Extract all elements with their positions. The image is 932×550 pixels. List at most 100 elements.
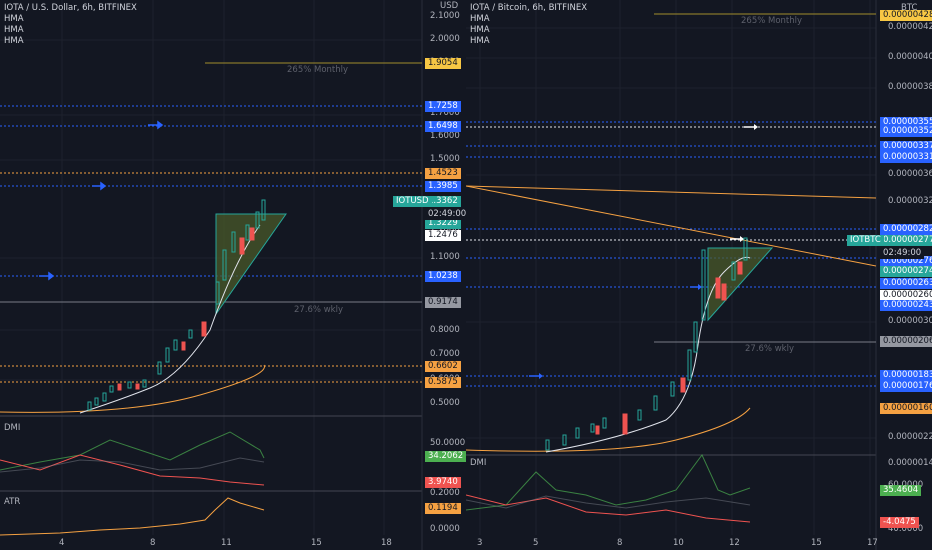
arrows xyxy=(529,124,758,379)
price-tag: 1.4523 xyxy=(425,168,461,179)
dmi-minus xyxy=(466,494,751,523)
atr-line xyxy=(0,497,265,536)
grid xyxy=(0,0,422,535)
price-tick-label: 0.0000042000 xyxy=(888,22,932,32)
usd-header: IOTA / U.S. Dollar, 6h, BITFINEX HMA HMA… xyxy=(4,3,137,47)
btc-chart-canvas xyxy=(466,0,877,550)
price-tick-label: 0.5000 xyxy=(430,398,460,408)
price-tag: 1.6498 xyxy=(425,121,461,132)
price-tick-label: 2.1000 xyxy=(430,11,460,21)
countdown: 02:49:00 xyxy=(880,248,925,259)
price-tag: 0.6602 xyxy=(425,361,461,372)
time-tick-label: 10 xyxy=(673,538,684,548)
price-tag: 0.0000026346 xyxy=(880,278,932,289)
price-tag: 1.7258 xyxy=(425,101,461,112)
price-tag: 0.0000016056 xyxy=(880,403,932,414)
candles xyxy=(545,237,748,451)
btc-title: IOTA / Bitcoin, 6h, BITFINEX xyxy=(470,3,588,13)
price-tick-label: 0.2000 xyxy=(430,488,460,498)
price-tag: -4.0475 xyxy=(880,517,919,528)
rising-wedge xyxy=(707,247,774,322)
currency-label: USD xyxy=(440,1,459,11)
price-tag: 0.0000035270 xyxy=(880,126,932,137)
price-tag: 0.5875 xyxy=(425,377,461,388)
price-tag: 1.3985 xyxy=(425,181,461,192)
weekly-note: 27.6% wkly xyxy=(745,344,794,354)
price-tick-label: 0.7000 xyxy=(430,349,460,359)
countdown: 02:49:00 xyxy=(425,209,470,220)
price-tick-label: 0.0000030000 xyxy=(888,316,932,326)
time-tick-label: 12 xyxy=(729,538,740,548)
price-tag: 0.0000035512 xyxy=(880,117,932,128)
orange-trendline-1 xyxy=(466,185,877,199)
hma-label-2: HMA xyxy=(4,25,24,35)
btc-header: IOTA / Bitcoin, 6h, BITFINEX HMA HMA HMA xyxy=(470,3,587,47)
price-tick-label: 50.0000 xyxy=(430,438,466,448)
dmi-label: DMI xyxy=(470,458,487,468)
time-tick-label: 15 xyxy=(811,538,822,548)
time-tick-label: 5 xyxy=(533,538,539,548)
dmi-plus xyxy=(466,454,751,511)
price-tick-label: 0.8000 xyxy=(430,325,460,335)
adx-line xyxy=(466,495,751,509)
hma-label-3: HMA xyxy=(4,36,24,46)
price-tag: 35.4604 xyxy=(880,485,922,496)
blue-arrows xyxy=(39,120,164,281)
hma-label-2: HMA xyxy=(470,25,490,35)
candles xyxy=(87,199,266,411)
price-tag: 0.9174 xyxy=(425,297,461,308)
price-tag: 0.1194 xyxy=(425,503,461,514)
price-tick-label: 40.0000 xyxy=(888,524,924,534)
time-tick-label: 17 xyxy=(867,538,878,548)
price-tag: 0.0000024320 xyxy=(880,300,932,311)
price-tick-label: 0.0000014000 xyxy=(888,458,932,468)
weekly-note: 27.6% wkly xyxy=(294,305,343,315)
price-tag: 1.3362 xyxy=(425,196,461,207)
monthly-note: 265% Monthly xyxy=(287,65,349,75)
price-tick-label: 0.0000036000 xyxy=(888,169,932,179)
price-tick-label: 0.0000038000 xyxy=(888,82,932,92)
price-tag: 1.9054 xyxy=(425,58,461,69)
price-tag: 0.0000042824 xyxy=(880,10,932,21)
orange-ma xyxy=(0,364,265,413)
time-tick-label: 11 xyxy=(221,538,232,548)
price-tag: 0.0000033780 xyxy=(880,141,932,152)
btc-chart-pane[interactable]: IOTA / Bitcoin, 6h, BITFINEX HMA HMA HMA… xyxy=(466,0,932,550)
price-tick-label: 0.0000022000 xyxy=(888,432,932,442)
grid xyxy=(466,0,876,535)
dmi-label: DMI xyxy=(4,423,21,433)
price-tag: 1.0238 xyxy=(425,271,461,282)
time-tick-label: 3 xyxy=(477,538,483,548)
currency-label: BTC xyxy=(901,3,918,13)
time-tick-label: 8 xyxy=(617,538,623,548)
dmi-minus xyxy=(0,454,265,486)
time-tick-label: 4 xyxy=(59,538,65,548)
hma-line xyxy=(545,256,751,453)
time-tick-label: 8 xyxy=(150,538,156,548)
time-tick-label: 18 xyxy=(381,538,392,548)
price-tag: 0.0000018310 xyxy=(880,370,932,381)
price-tick-label: 1.7000 xyxy=(430,108,460,118)
price-tag: 0.0000020620 xyxy=(880,336,932,347)
symbol-tag: IOTUSD xyxy=(393,196,432,207)
usd-title: IOTA / U.S. Dollar, 6h, BITFINEX xyxy=(4,3,137,13)
atr-label: ATR xyxy=(4,497,21,507)
price-tag: 0.0000033170 xyxy=(880,152,932,163)
symbol-tag: IOTBTC xyxy=(847,235,884,246)
usd-chart-canvas xyxy=(0,0,423,550)
rising-wedge xyxy=(215,213,287,316)
price-tag: 0.0000017661 xyxy=(880,381,932,392)
price-tick-label: 0.0000 xyxy=(430,524,460,534)
price-tick-label: 1.6000 xyxy=(430,131,460,141)
time-tick-label: 15 xyxy=(311,538,322,548)
price-tag: 0.0000027760 xyxy=(880,235,932,246)
price-tick-label: 2.0000 xyxy=(430,34,460,44)
adx-line xyxy=(0,457,265,473)
price-tag: 3.9740 xyxy=(425,477,461,488)
price-tick-label: 1.1000 xyxy=(430,252,460,262)
usd-chart-pane[interactable]: IOTA / U.S. Dollar, 6h, BITFINEX HMA HMA… xyxy=(0,0,470,550)
dmi-plus xyxy=(0,431,265,471)
price-tag: 0.0000026015 xyxy=(880,290,932,301)
hma-label-1: HMA xyxy=(4,14,24,24)
monthly-note: 265% Monthly xyxy=(741,16,803,26)
